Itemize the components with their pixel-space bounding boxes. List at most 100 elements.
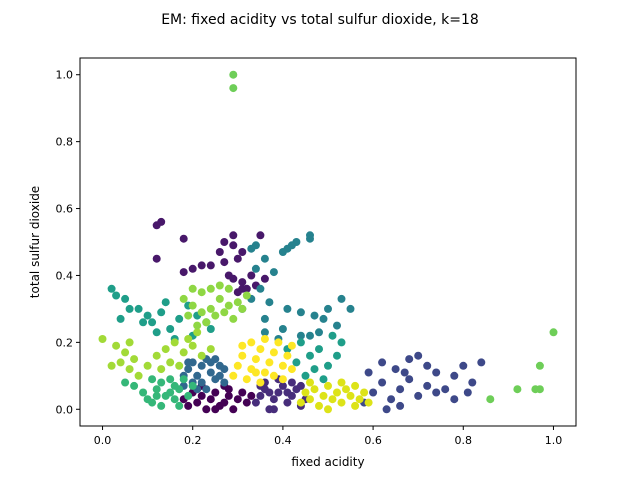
data-point-cluster-5-17 [319, 314, 328, 323]
x-tick-label: 0.6 [364, 434, 382, 447]
y-tick-label: 0.6 [56, 203, 74, 216]
data-point-cluster-4-15 [202, 385, 211, 394]
y-axis-ticks: 0.0 0.2 0.4 0.6 0.8 1.0 [56, 69, 80, 416]
data-point-cluster-0-8 [224, 391, 233, 400]
data-point-cluster-11-15 [256, 378, 265, 387]
data-point-cluster-1-20 [152, 254, 161, 263]
data-point-cluster-12-5 [319, 391, 328, 400]
data-point-cluster-12-7 [328, 395, 337, 404]
data-point-cluster-11-7 [260, 368, 269, 377]
data-point-cluster-10-5 [224, 284, 233, 293]
data-point-cluster-12-17 [306, 378, 314, 387]
data-point-cluster-10-3 [206, 304, 215, 313]
data-point-cluster-3-6 [414, 391, 423, 400]
data-point-cluster-10-8 [202, 318, 211, 327]
data-point-cluster-6-23 [324, 361, 332, 370]
data-point-cluster-12-16 [324, 405, 332, 414]
data-point-cluster-1-6 [233, 254, 242, 263]
data-point-cluster-7-12 [184, 391, 193, 400]
x-axis-label: fixed acidity [291, 455, 364, 469]
data-point-cluster-7-9 [170, 395, 179, 404]
data-point-cluster-9-6 [125, 338, 134, 347]
data-point-cluster-12-0 [296, 398, 305, 407]
data-point-cluster-1-19 [260, 274, 269, 283]
data-point-cluster-10-1 [188, 301, 197, 310]
data-point-cluster-4-14 [184, 358, 193, 367]
data-point-cluster-11-13 [287, 341, 296, 350]
data-point-cluster-3-5 [405, 375, 414, 384]
data-point-cluster-12-3 [310, 385, 319, 394]
data-point-cluster-12-4 [315, 401, 323, 410]
data-point-cluster-5-9 [278, 248, 287, 256]
data-point-cluster-10-16 [197, 308, 206, 317]
data-point-cluster-7-4 [148, 398, 157, 407]
data-point-cluster-1-8 [206, 261, 215, 270]
data-point-cluster-12-18 [337, 378, 346, 387]
data-point-cluster-11-0 [229, 371, 238, 380]
plot-area-frame [79, 57, 577, 427]
data-point-cluster-2-14 [287, 378, 296, 387]
data-point-cluster-0-0 [184, 401, 193, 410]
data-point-cluster-9-7 [152, 351, 161, 360]
data-point-cluster-9-21 [107, 361, 116, 370]
data-point-cluster-3-7 [423, 381, 432, 390]
data-point-cluster-5-7 [251, 264, 260, 273]
data-point-cluster-7-0 [121, 378, 130, 387]
data-point-cluster-4-4 [197, 361, 206, 370]
data-point-cluster-10-7 [211, 311, 220, 320]
data-point-cluster-9-17 [184, 335, 193, 343]
data-point-cluster-1-4 [229, 241, 238, 250]
data-point-cluster-1-10 [188, 264, 197, 273]
data-point-cluster-3-24 [463, 388, 472, 397]
data-point-cluster-12-10 [342, 385, 350, 394]
data-point-cluster-3-17 [378, 358, 387, 367]
data-point-cluster-11-9 [269, 348, 278, 357]
y-tick-label: 1.0 [56, 69, 74, 82]
data-point-cluster-7-5 [152, 385, 161, 394]
data-point-cluster-10-12 [238, 304, 247, 313]
data-point-cluster-5-26 [315, 328, 323, 337]
data-point-cluster-10-9 [193, 321, 202, 330]
data-point-cluster-6-2 [125, 304, 134, 313]
data-point-cluster-3-23 [400, 368, 409, 377]
data-point-cluster-6-25 [310, 365, 319, 374]
data-point-cluster-6-3 [116, 314, 125, 323]
data-point-cluster-8-1 [229, 84, 238, 93]
data-point-cluster-3-18 [364, 368, 373, 377]
data-point-cluster-2-6 [278, 381, 287, 390]
data-point-cluster-5-16 [310, 311, 319, 320]
data-point-cluster-12-2 [306, 395, 314, 404]
x-tick-label: 0.2 [184, 434, 202, 447]
data-point-cluster-10-14 [242, 291, 251, 300]
data-point-cluster-11-17 [278, 375, 287, 384]
data-point-cluster-6-26 [292, 358, 301, 367]
data-point-cluster-3-14 [423, 361, 432, 370]
data-point-cluster-4-9 [220, 365, 229, 374]
data-point-cluster-9-4 [125, 365, 134, 374]
data-point-cluster-7-18 [152, 391, 161, 400]
data-point-cluster-5-6 [306, 234, 314, 243]
data-point-cluster-6-20 [296, 338, 305, 347]
data-point-cluster-3-25 [450, 395, 459, 404]
data-point-cluster-6-18 [206, 325, 215, 333]
data-point-cluster-6-19 [112, 291, 121, 300]
data-point-cluster-0-1 [193, 398, 202, 407]
data-point-cluster-3-3 [387, 395, 396, 404]
data-point-cluster-6-30 [337, 338, 346, 347]
data-point-cluster-4-18 [220, 378, 229, 387]
data-point-cluster-11-18 [238, 341, 247, 350]
data-point-cluster-10-2 [197, 288, 206, 297]
data-point-cluster-9-12 [197, 351, 206, 360]
x-axis-ticks: 0.0 0.2 0.4 0.6 0.8 1.0 [94, 426, 562, 447]
data-point-cluster-6-21 [306, 351, 314, 360]
data-point-cluster-2-17 [283, 388, 292, 397]
data-point-cluster-9-0 [98, 335, 107, 343]
data-point-cluster-5-22 [278, 325, 287, 333]
y-tick-label: 0.0 [56, 403, 74, 416]
data-point-cluster-1-13 [229, 274, 238, 283]
data-point-cluster-11-16 [269, 371, 278, 380]
data-point-cluster-6-0 [107, 284, 116, 293]
y-axis-label: total sulfur dioxide [28, 186, 42, 298]
data-point-cluster-11-6 [256, 345, 265, 354]
data-point-cluster-10-15 [215, 281, 224, 290]
